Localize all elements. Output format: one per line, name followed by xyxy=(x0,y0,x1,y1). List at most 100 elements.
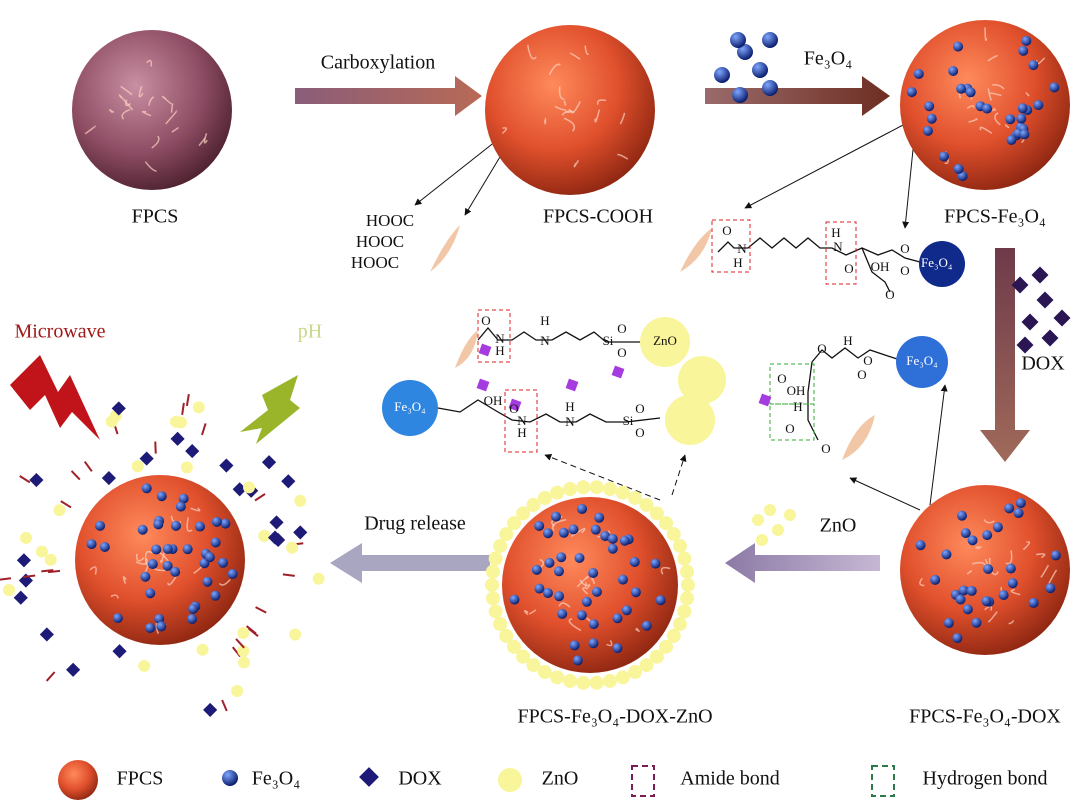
fe3o4-dot xyxy=(762,80,778,96)
fe3o4-dot xyxy=(556,552,567,563)
dox-dot xyxy=(101,471,116,486)
atom-label: N xyxy=(833,239,843,254)
particle-label: FPCS-COOH xyxy=(543,206,653,228)
fe3o4-dot xyxy=(1006,135,1017,146)
zno-dot xyxy=(237,626,250,639)
zno-dot xyxy=(138,659,151,672)
fe3o4-dot xyxy=(162,560,173,571)
petal-edge xyxy=(576,575,589,588)
petal-edge xyxy=(558,602,571,608)
atom-label: N xyxy=(565,414,575,429)
callout xyxy=(544,454,661,501)
stimulus-label: pH xyxy=(298,321,322,343)
petal-edge xyxy=(979,126,993,134)
atom-label: H xyxy=(831,225,840,240)
petal-edge xyxy=(983,519,995,524)
fe3o4-dot xyxy=(983,563,994,574)
fe3o4-dot xyxy=(1033,100,1044,111)
release-arrow xyxy=(235,638,245,649)
fe3o4-dot xyxy=(572,655,583,666)
fe3o4-particle xyxy=(896,336,948,388)
zno-particle xyxy=(665,395,715,445)
fe3o4-dot xyxy=(217,557,228,568)
fe3o4-dot xyxy=(210,590,221,601)
fe3o4-dot xyxy=(156,621,167,632)
petal xyxy=(455,330,478,368)
zno-dot xyxy=(589,480,604,495)
fe3o4-dot xyxy=(930,574,941,585)
fe3o4-dot xyxy=(182,544,193,555)
fe3o4-dot xyxy=(151,544,162,555)
petal-edge xyxy=(155,622,160,634)
release-arrow xyxy=(181,402,185,415)
dox-dot xyxy=(269,515,284,530)
fe3o4-dot xyxy=(948,66,959,77)
fe3o4-dot xyxy=(542,588,553,599)
zno-dot xyxy=(639,658,654,673)
zno-dot xyxy=(243,481,256,494)
fe3o4-dot xyxy=(998,590,1009,601)
petal-edge xyxy=(606,640,613,647)
fe3o4-dot xyxy=(617,574,628,585)
fe3o4-dot xyxy=(958,585,969,596)
atom-label: H xyxy=(540,313,549,328)
fe3o4-dot xyxy=(607,533,618,544)
petal-edge xyxy=(994,112,1001,126)
zno-dot xyxy=(764,504,776,516)
dox-dot xyxy=(13,590,28,605)
fe3o4-dot xyxy=(557,608,568,619)
fe3o4-dot xyxy=(568,524,579,535)
atom-label: N xyxy=(540,333,550,348)
petal xyxy=(842,415,875,460)
petal-edge xyxy=(171,127,179,133)
dox-dot xyxy=(261,455,277,470)
atom-label: O xyxy=(777,371,786,386)
fe3o4-dot xyxy=(141,483,152,494)
petal-edge xyxy=(966,570,972,575)
petal-edge xyxy=(984,27,988,42)
bond xyxy=(717,237,921,263)
fe3o4-dot xyxy=(558,527,569,538)
release-arrow xyxy=(70,470,81,481)
zno-dot xyxy=(312,572,325,585)
fe3o4-dot xyxy=(650,558,661,569)
fe3o4-dot xyxy=(531,564,542,575)
fe3o4-dot xyxy=(588,638,599,649)
atom-label: OH xyxy=(787,383,806,398)
fe3o4-dot xyxy=(956,83,967,94)
petal-edge xyxy=(987,54,998,62)
petal-edge xyxy=(523,610,529,616)
fe3o4-dot xyxy=(1050,550,1061,561)
fe3o4-dot xyxy=(204,552,215,563)
dox-dot xyxy=(1031,266,1049,284)
fe3o4-dot xyxy=(953,163,964,174)
particle-label: FPCS-Fe₃O₄ xyxy=(944,206,1046,228)
dox-dot xyxy=(267,530,283,545)
hbond-box xyxy=(769,403,815,441)
legend-amide xyxy=(631,765,655,797)
fe3o4-dot xyxy=(227,568,238,579)
fe3o4-dot xyxy=(630,587,641,598)
petal-edge xyxy=(551,518,567,531)
zno-dot xyxy=(258,529,271,542)
dox-dot xyxy=(478,343,492,357)
petal xyxy=(430,225,460,272)
petal-edge xyxy=(617,153,629,160)
amide-box xyxy=(504,389,538,453)
zno-dot xyxy=(20,531,33,544)
fe3o4-dot xyxy=(714,67,730,83)
legend-label: FPCS xyxy=(117,768,164,790)
atom-label: N xyxy=(495,331,505,346)
microwave-bolt xyxy=(10,355,100,440)
fe3o4-dot xyxy=(915,540,926,551)
atom-label: H xyxy=(565,399,574,414)
fe3o4-dot xyxy=(730,32,746,48)
petal-edge xyxy=(84,125,96,135)
dox-dot xyxy=(185,444,200,459)
atom-label: O xyxy=(844,261,853,276)
petal-edge xyxy=(975,546,982,550)
fe3o4-dot xyxy=(210,537,221,548)
zno-dot xyxy=(628,665,643,680)
fe3o4-dot xyxy=(554,591,565,602)
petal-edge xyxy=(568,617,582,632)
